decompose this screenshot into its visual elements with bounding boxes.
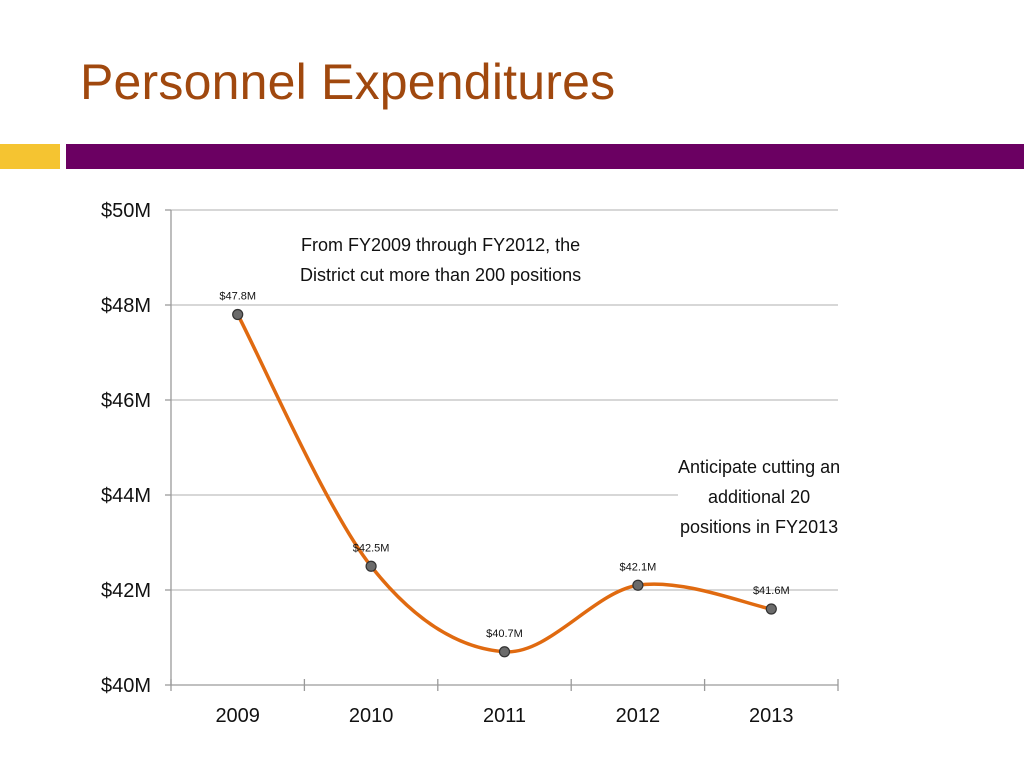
x-tick-label: 2011 xyxy=(483,705,526,727)
data-label: $42.5M xyxy=(353,542,390,554)
y-tick-label: $46M xyxy=(101,390,151,412)
x-tick-label: 2010 xyxy=(349,705,394,727)
x-tick-labels: 2009 2010 2011 2012 2013 xyxy=(215,705,793,727)
annotation-line: Anticipate cutting an xyxy=(678,457,841,477)
data-label: $42.1M xyxy=(620,561,657,573)
x-tick-label: 2009 xyxy=(215,705,260,727)
annotation-line: District cut more than 200 positions xyxy=(300,265,582,285)
data-point xyxy=(365,560,377,572)
y-tick-label: $50M xyxy=(101,200,151,222)
annotation-line: positions in FY2013 xyxy=(680,517,839,537)
data-point xyxy=(498,646,511,658)
accent-bar xyxy=(66,144,1024,169)
annotation-anticipate: Anticipate cutting an additional 20 posi… xyxy=(678,452,841,542)
data-point xyxy=(765,603,777,615)
y-tick-label: $42M xyxy=(101,580,151,602)
x-tick-label: 2012 xyxy=(616,705,661,727)
data-point xyxy=(632,579,644,591)
data-markers xyxy=(232,308,777,658)
accent-square xyxy=(0,144,60,169)
y-tick-label: $40M xyxy=(101,675,151,697)
data-labels: $47.8M $42.5M $40.7M $42.1M $41.6M xyxy=(219,291,789,640)
y-tick-label: $48M xyxy=(101,295,151,317)
axes xyxy=(165,209,839,691)
data-label: $41.6M xyxy=(753,585,790,597)
x-tick-label: 2013 xyxy=(749,705,794,727)
annotation-line: additional 20 xyxy=(708,487,811,507)
y-tick-label: $44M xyxy=(101,485,151,507)
data-label: $40.7M xyxy=(486,628,523,640)
slide-title: Personnel Expenditures xyxy=(80,54,616,110)
series-line xyxy=(235,312,774,654)
annotation-line: From FY2009 through FY2012, the xyxy=(300,235,581,255)
y-tick-labels: $50M $48M $46M $44M $42M $40M xyxy=(101,200,151,697)
data-label: $47.8M xyxy=(219,291,256,303)
annotation-positions-cut: From FY2009 through FY2012, the District… xyxy=(300,230,582,290)
data-point xyxy=(232,308,244,321)
